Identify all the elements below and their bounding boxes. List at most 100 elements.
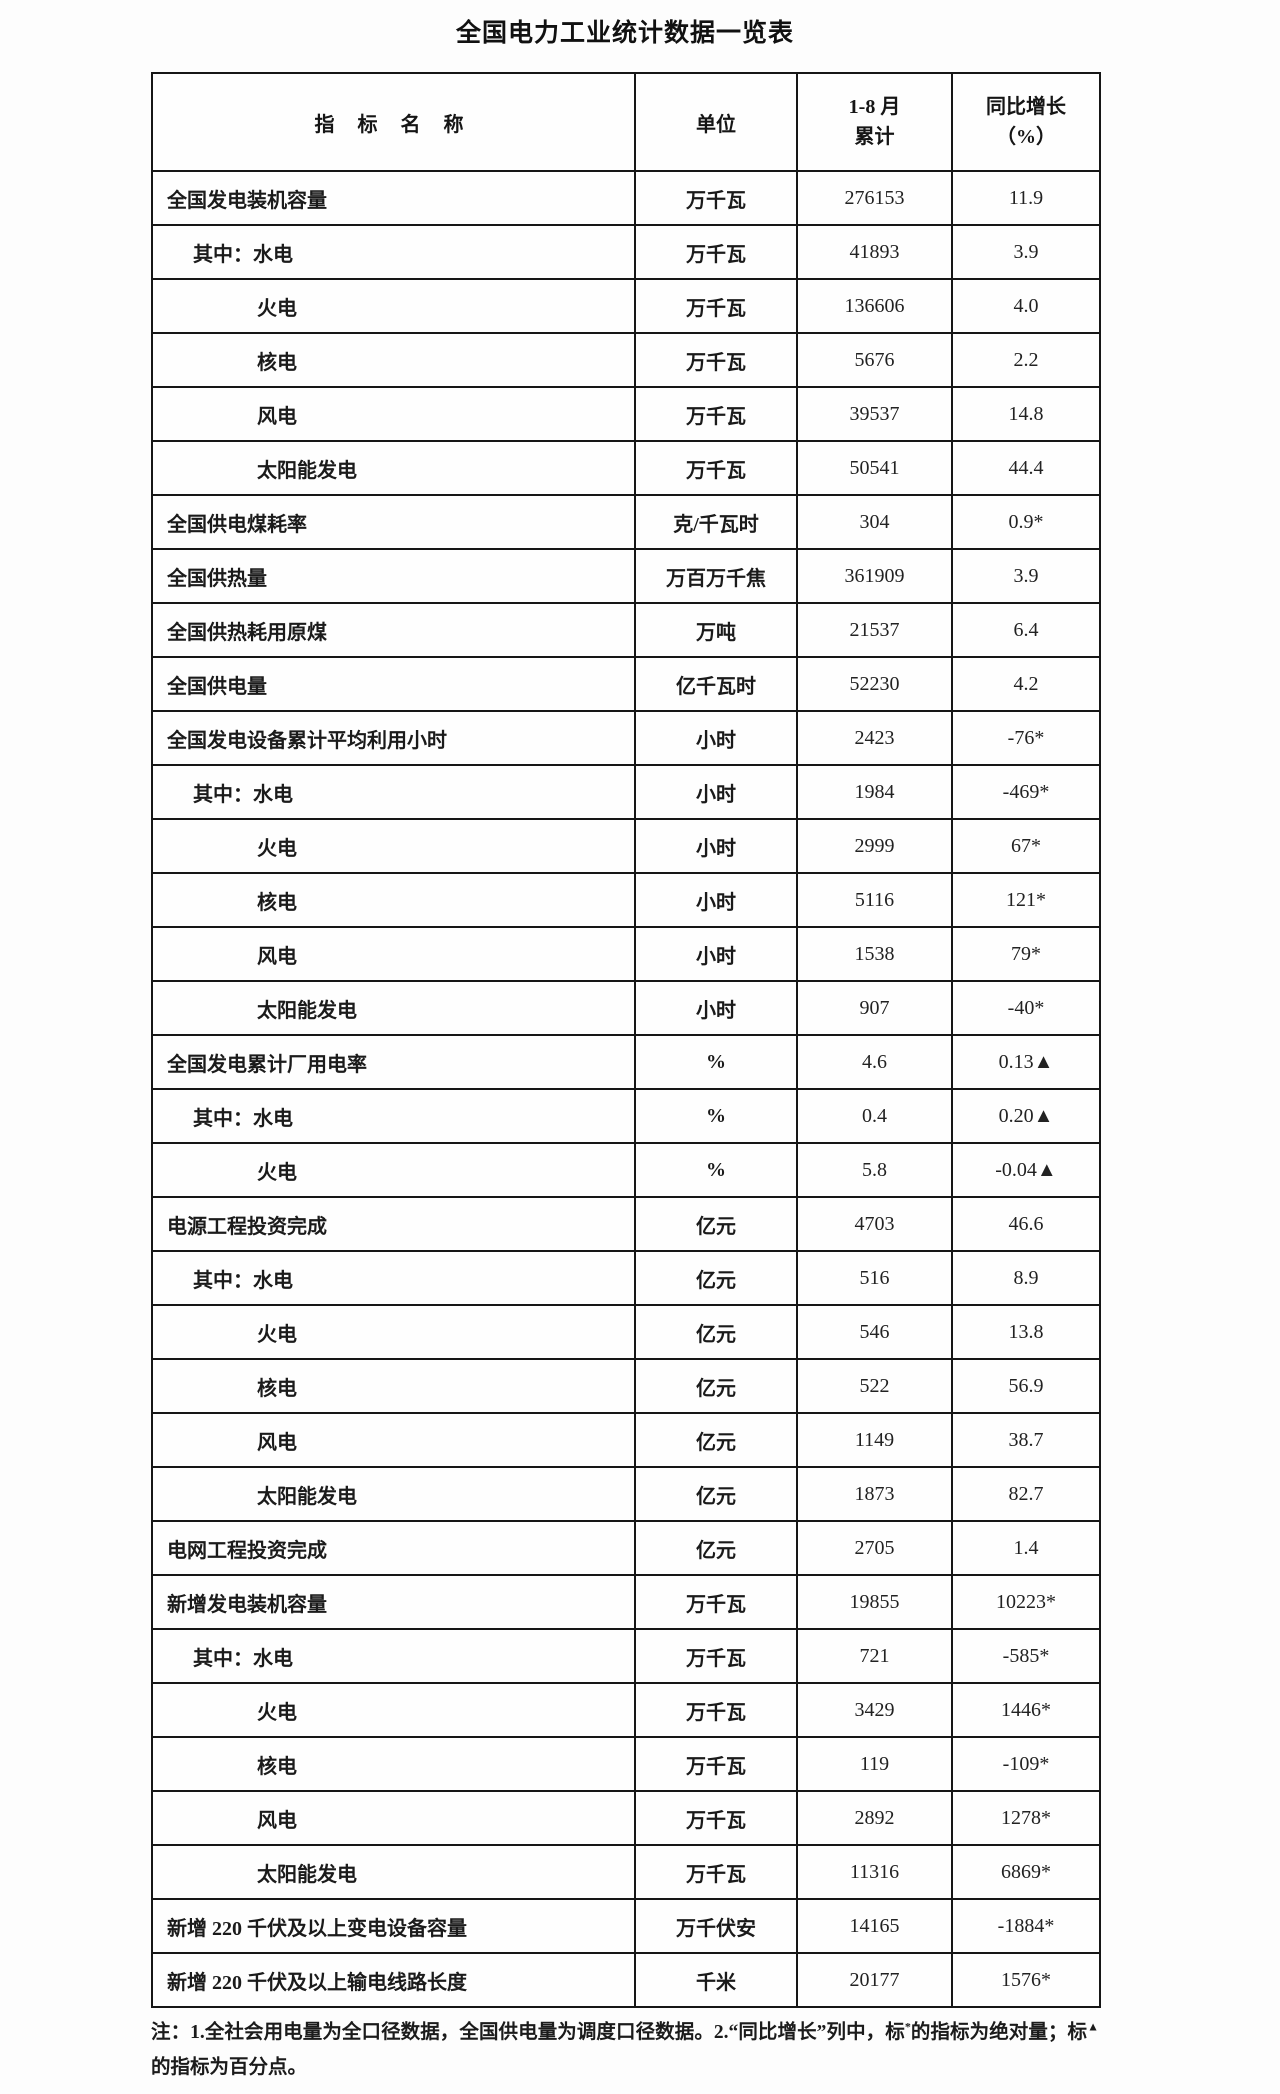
unit-cell: 万千瓦 xyxy=(634,440,798,496)
unit-cell: 万千瓦 xyxy=(634,1736,798,1792)
table-row: 风电 小时 1538 79* xyxy=(151,926,1101,982)
col-header-yoy-line2: （%） xyxy=(996,126,1056,148)
col-header-yoy-line1: 同比增长 xyxy=(986,96,1066,118)
table-row: 其中：水电 万千瓦 41893 3.9 xyxy=(151,224,1101,280)
yoy-cell: 46.6 xyxy=(951,1196,1101,1252)
unit-cell: 小时 xyxy=(634,710,798,766)
table-row: 核电 亿元 522 56.9 xyxy=(151,1358,1101,1414)
header-row: 指 标 名 称 单位 1-8 月 累计 同比增长 （%） xyxy=(151,72,1101,172)
value-cell: 20177 xyxy=(796,1952,953,2008)
unit-cell: 小时 xyxy=(634,764,798,820)
yoy-cell: 79* xyxy=(951,926,1101,982)
indicator-cell: 太阳能发电 xyxy=(151,440,636,496)
indicator-cell: 全国发电累计厂用电率 xyxy=(151,1034,636,1090)
table-row: 太阳能发电 亿元 1873 82.7 xyxy=(151,1466,1101,1522)
value-cell: 14165 xyxy=(796,1898,953,1954)
value-cell: 1873 xyxy=(796,1466,953,1522)
table-row: 风电 万千瓦 2892 1278* xyxy=(151,1790,1101,1846)
yoy-cell: 1278* xyxy=(951,1790,1101,1846)
col-header-period-line1: 1-8 月 xyxy=(848,96,901,118)
value-cell: 721 xyxy=(796,1628,953,1684)
unit-cell: % xyxy=(634,1034,798,1090)
table-row: 新增发电装机容量 万千瓦 19855 10223* xyxy=(151,1574,1101,1630)
value-cell: 522 xyxy=(796,1358,953,1414)
yoy-cell: 0.13▲ xyxy=(951,1034,1101,1090)
indicator-cell: 新增 220 千伏及以上变电设备容量 xyxy=(151,1898,636,1954)
yoy-cell: 38.7 xyxy=(951,1412,1101,1468)
statistics-table: 指 标 名 称 单位 1-8 月 累计 同比增长 （%） 全国发电装机容量 万千… xyxy=(151,72,1101,2008)
value-cell: 907 xyxy=(796,980,953,1036)
table-row: 全国供热量 万百万千焦 361909 3.9 xyxy=(151,548,1101,604)
indicator-cell: 全国供热耗用原煤 xyxy=(151,602,636,658)
indicator-cell: 其中：水电 xyxy=(151,1250,636,1306)
table-row: 核电 万千瓦 119 -109* xyxy=(151,1736,1101,1792)
unit-cell: 小时 xyxy=(634,818,798,874)
value-cell: 5116 xyxy=(796,872,953,928)
indicator-cell: 其中：水电 xyxy=(151,224,636,280)
table-row: 风电 万千瓦 39537 14.8 xyxy=(151,386,1101,442)
indicator-cell: 火电 xyxy=(151,1304,636,1360)
indicator-cell: 核电 xyxy=(151,872,636,928)
unit-cell: 小时 xyxy=(634,926,798,982)
yoy-cell: -109* xyxy=(951,1736,1101,1792)
table-row: 火电 亿元 546 13.8 xyxy=(151,1304,1101,1360)
yoy-cell: 8.9 xyxy=(951,1250,1101,1306)
value-cell: 41893 xyxy=(796,224,953,280)
value-cell: 276153 xyxy=(796,170,953,226)
table-row: 火电 万千瓦 3429 1446* xyxy=(151,1682,1101,1738)
table-row: 火电 % 5.8 -0.04▲ xyxy=(151,1142,1101,1198)
footnote-part3: 的指标为百分点。 xyxy=(151,2057,308,2078)
yoy-cell: 6869* xyxy=(951,1844,1101,1900)
indicator-cell: 风电 xyxy=(151,1790,636,1846)
table-row: 火电 万千瓦 136606 4.0 xyxy=(151,278,1101,334)
indicator-cell: 其中：水电 xyxy=(151,1088,636,1144)
table-header: 指 标 名 称 单位 1-8 月 累计 同比增长 （%） xyxy=(151,72,1101,172)
table-row: 其中：水电 亿元 516 8.9 xyxy=(151,1250,1101,1306)
table-row: 核电 小时 5116 121* xyxy=(151,872,1101,928)
table-row: 太阳能发电 小时 907 -40* xyxy=(151,980,1101,1036)
unit-cell: 万千瓦 xyxy=(634,1628,798,1684)
yoy-cell: 6.4 xyxy=(951,602,1101,658)
indicator-cell: 全国供热量 xyxy=(151,548,636,604)
unit-cell: 千米 xyxy=(634,1952,798,2008)
col-header-indicator: 指 标 名 称 xyxy=(151,72,636,172)
yoy-cell: 3.9 xyxy=(951,224,1101,280)
indicator-cell: 全国发电装机容量 xyxy=(151,170,636,226)
value-cell: 50541 xyxy=(796,440,953,496)
yoy-cell: 67* xyxy=(951,818,1101,874)
unit-cell: 万千瓦 xyxy=(634,1682,798,1738)
table-row: 太阳能发电 万千瓦 50541 44.4 xyxy=(151,440,1101,496)
indicator-cell: 新增 220 千伏及以上输电线路长度 xyxy=(151,1952,636,2008)
unit-cell: 亿元 xyxy=(634,1358,798,1414)
value-cell: 4.6 xyxy=(796,1034,953,1090)
unit-cell: 万千瓦 xyxy=(634,1844,798,1900)
yoy-cell: -40* xyxy=(951,980,1101,1036)
value-cell: 4703 xyxy=(796,1196,953,1252)
yoy-cell: 0.20▲ xyxy=(951,1088,1101,1144)
indicator-cell: 核电 xyxy=(151,1736,636,1792)
unit-cell: 万千瓦 xyxy=(634,224,798,280)
yoy-cell: 1446* xyxy=(951,1682,1101,1738)
indicator-cell: 太阳能发电 xyxy=(151,980,636,1036)
value-cell: 39537 xyxy=(796,386,953,442)
page-title: 全国电力工业统计数据一览表 xyxy=(455,20,794,47)
yoy-cell: 44.4 xyxy=(951,440,1101,496)
table-row: 太阳能发电 万千瓦 11316 6869* xyxy=(151,1844,1101,1900)
yoy-cell: 2.2 xyxy=(951,332,1101,388)
indicator-cell: 全国供电量 xyxy=(151,656,636,712)
value-cell: 19855 xyxy=(796,1574,953,1630)
value-cell: 1538 xyxy=(796,926,953,982)
table-row: 风电 亿元 1149 38.7 xyxy=(151,1412,1101,1468)
yoy-cell: 13.8 xyxy=(951,1304,1101,1360)
yoy-cell: 3.9 xyxy=(951,548,1101,604)
table-row: 全国供电煤耗率 克/千瓦时 304 0.9* xyxy=(151,494,1101,550)
yoy-cell: 82.7 xyxy=(951,1466,1101,1522)
yoy-cell: 121* xyxy=(951,872,1101,928)
unit-cell: 万百万千焦 xyxy=(634,548,798,604)
unit-cell: 万千瓦 xyxy=(634,332,798,388)
table-row: 电网工程投资完成 亿元 2705 1.4 xyxy=(151,1520,1101,1576)
indicator-cell: 太阳能发电 xyxy=(151,1844,636,1900)
table-row: 其中：水电 % 0.4 0.20▲ xyxy=(151,1088,1101,1144)
footnote-triangle-marker: ▲ xyxy=(1087,2019,1099,2034)
